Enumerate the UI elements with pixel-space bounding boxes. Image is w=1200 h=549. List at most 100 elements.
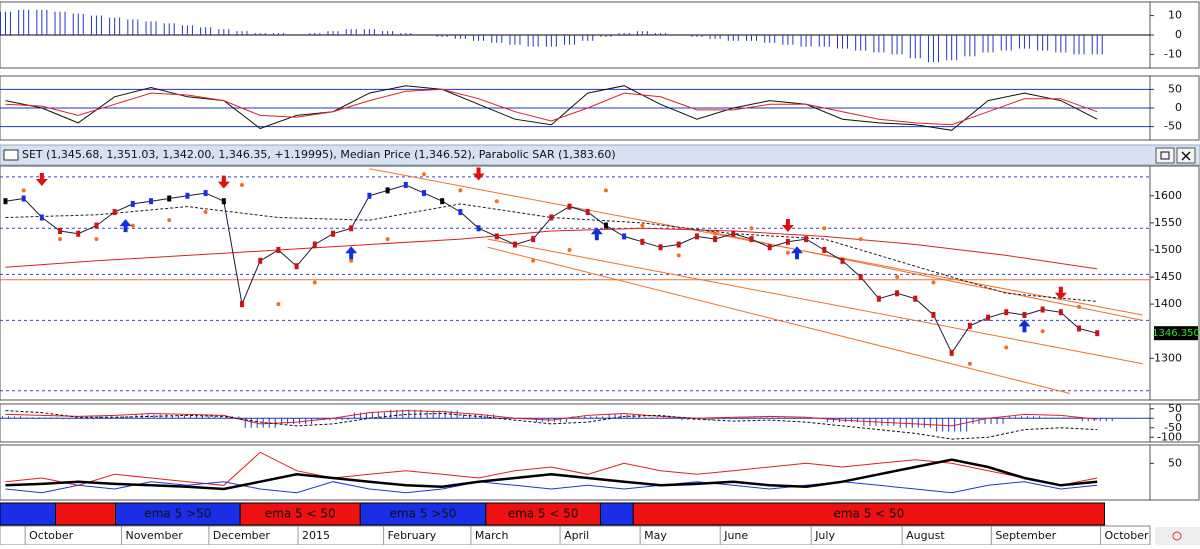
sar-dot xyxy=(94,237,99,242)
price-bar xyxy=(294,263,299,270)
sar-dot xyxy=(567,247,572,252)
oscillator-line xyxy=(5,85,1098,131)
oscillator-line xyxy=(5,88,1098,126)
price-bar xyxy=(458,209,463,216)
price-bar xyxy=(585,209,590,216)
sar-dot xyxy=(749,226,754,231)
sell-arrow xyxy=(472,167,485,181)
price-bar xyxy=(676,241,681,248)
sar-dot xyxy=(531,258,536,263)
sar-dot xyxy=(167,218,172,223)
price-bar xyxy=(567,203,572,210)
regime-band xyxy=(599,502,634,526)
price-bar xyxy=(713,236,718,243)
price-bar xyxy=(476,225,481,232)
y-tick-label: -10 xyxy=(1164,47,1182,60)
sar-dot xyxy=(931,280,936,285)
price-bar xyxy=(167,195,172,202)
sar-dot xyxy=(967,361,972,366)
y-tick-label: -100 xyxy=(1157,430,1182,443)
price-bar xyxy=(349,225,354,232)
y-tick-label: -50 xyxy=(1164,120,1182,133)
sar-dot xyxy=(640,223,645,228)
last-price-label: 1346.350 xyxy=(1152,328,1200,339)
price-bar xyxy=(767,244,772,251)
y-tick-label: 0 xyxy=(1175,101,1182,114)
month-label: April xyxy=(564,529,589,542)
moving-average xyxy=(5,227,1098,270)
sar-dot xyxy=(458,188,463,193)
price-bar xyxy=(986,314,991,321)
price-bar xyxy=(694,233,699,240)
status-icon xyxy=(1172,531,1182,541)
price-bar xyxy=(39,214,44,221)
price-bar xyxy=(931,311,936,318)
sar-dot xyxy=(276,302,281,307)
dmi-line xyxy=(5,481,1098,494)
trend-line xyxy=(705,230,1143,321)
y-tick-label: 1300 xyxy=(1154,351,1182,364)
buy-arrow xyxy=(345,246,358,260)
sar-dot xyxy=(676,253,681,258)
price-bar xyxy=(258,257,263,264)
price-bar xyxy=(1095,330,1100,337)
maximize-icon xyxy=(1160,151,1170,160)
maximize-button[interactable] xyxy=(1155,147,1175,164)
price-bar xyxy=(949,349,954,356)
month-label: February xyxy=(388,529,437,542)
price-bar xyxy=(749,236,754,243)
y-tick-label: 1400 xyxy=(1154,297,1182,310)
regime-label: ema 5 < 50 xyxy=(508,507,579,521)
y-tick-label: 10 xyxy=(1168,9,1182,22)
price-bar xyxy=(804,236,809,243)
corner xyxy=(1155,527,1200,545)
month-label: 2015 xyxy=(302,529,330,542)
sar-dot xyxy=(785,250,790,255)
price-bar xyxy=(549,214,554,221)
month-label: October xyxy=(29,529,73,542)
header-bar xyxy=(0,144,1200,166)
price-bar xyxy=(822,246,827,253)
regime-band xyxy=(0,502,56,526)
buy-arrow xyxy=(790,246,803,260)
sar-dot xyxy=(130,223,135,228)
sar-dot xyxy=(21,188,26,193)
price-bar xyxy=(1058,309,1063,316)
month-label: June xyxy=(723,529,748,542)
chart-icon xyxy=(3,149,19,161)
month-label: May xyxy=(644,529,667,542)
month-label: July xyxy=(814,529,835,542)
buy-arrow xyxy=(590,227,603,241)
y-tick-label: 50 xyxy=(1168,456,1182,469)
y-tick-label: 50 xyxy=(1168,402,1182,415)
regime-label: ema 5 < 50 xyxy=(265,507,336,521)
price-bar xyxy=(494,233,499,240)
trend-line xyxy=(487,238,1143,365)
sell-arrow xyxy=(781,219,794,232)
slow-line xyxy=(5,410,1098,440)
sar-dot xyxy=(822,226,827,231)
price-bar xyxy=(913,295,918,302)
dmi-line xyxy=(5,451,1098,486)
month-label: August xyxy=(906,529,945,542)
month-label: March xyxy=(475,529,509,542)
y-tick-label: 1600 xyxy=(1154,189,1182,202)
price-bar xyxy=(876,295,881,302)
price-bar xyxy=(58,228,63,234)
price-bar xyxy=(603,222,608,229)
pane xyxy=(0,403,1200,443)
pane xyxy=(0,165,1200,401)
sar-dot xyxy=(603,188,608,193)
month-label: October xyxy=(1105,529,1149,542)
price-bar xyxy=(76,230,81,237)
sell-arrow xyxy=(35,172,48,186)
sar-dot xyxy=(58,237,63,242)
price-bar xyxy=(440,198,445,205)
price-bar xyxy=(312,241,317,248)
trend-line xyxy=(369,168,1143,316)
buy-arrow xyxy=(1018,319,1031,333)
price-bar xyxy=(512,241,517,248)
regime-band xyxy=(632,502,1106,526)
regime-band xyxy=(54,502,117,526)
price-bar xyxy=(967,322,972,329)
